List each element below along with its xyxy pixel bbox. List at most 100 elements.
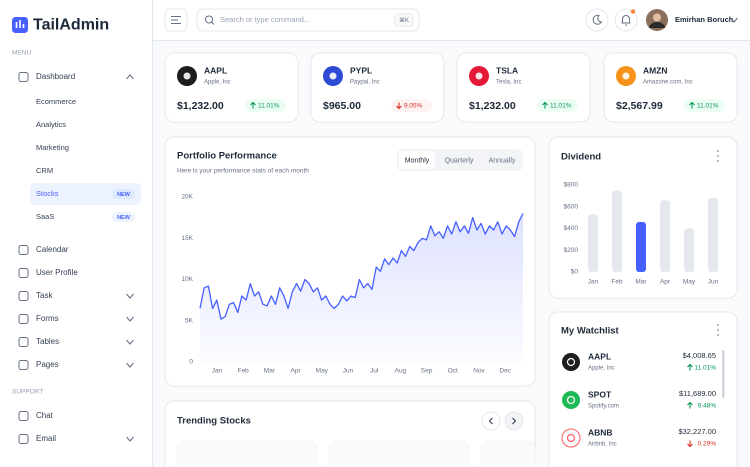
nav-subitem[interactable]: Analytics	[36, 120, 66, 129]
y-tick-label: 5K	[185, 317, 194, 324]
nav-item[interactable]: User Profile	[36, 268, 78, 277]
more-dot	[717, 334, 719, 336]
more-dot	[717, 324, 719, 326]
x-tick-label: Feb	[238, 368, 250, 375]
nav-subitem[interactable]: Ecommerce	[36, 97, 76, 106]
x-tick-label: Mar	[635, 279, 647, 286]
nav-subitem[interactable]: Stocks	[36, 189, 59, 198]
tab[interactable]: Annually	[489, 157, 516, 164]
nav-item[interactable]: Pages	[36, 360, 59, 369]
x-tick-label: Jan	[588, 279, 599, 286]
avatar-face	[653, 13, 661, 22]
nav-item[interactable]: Tables	[36, 337, 59, 346]
nav-item[interactable]: Email	[36, 434, 56, 443]
stock-symbol: AAPL	[588, 351, 611, 361]
moon-icon	[592, 14, 603, 25]
stock-price: $1,232.00	[469, 100, 516, 112]
bar	[684, 228, 694, 272]
nav-item[interactable]: Calendar	[36, 245, 69, 254]
card-subtitle: Here is your performance stats of each m…	[177, 168, 309, 175]
card-title: My Watchlist	[561, 326, 620, 337]
change-badge	[684, 99, 725, 112]
bar	[660, 200, 670, 272]
x-tick-label: Apr	[291, 368, 302, 375]
prev-button[interactable]	[481, 411, 501, 431]
x-tick-label: Feb	[611, 279, 623, 286]
card-title: Trending Stocks	[177, 416, 251, 427]
stock-logo	[562, 391, 580, 409]
stock-name: Spotify.com	[588, 404, 619, 410]
nav-item[interactable]: Chat	[36, 411, 54, 420]
search-placeholder: Search or type command...	[220, 15, 310, 24]
y-tick-label: 0	[189, 359, 193, 366]
change-arrow	[250, 101, 256, 109]
bar	[612, 190, 622, 272]
badge: NEW	[117, 192, 131, 198]
change-badge	[391, 99, 432, 112]
stock-price: $965.00	[323, 100, 361, 112]
search-box[interactable]	[196, 8, 420, 32]
x-tick-label: Jun	[343, 368, 354, 375]
stock-change: 0.29%	[698, 441, 717, 448]
user-name[interactable]: Emirhan Boruch	[675, 15, 734, 24]
stock-change: 9.48%	[698, 403, 717, 410]
trending-item	[480, 440, 536, 467]
trending-item	[176, 440, 318, 467]
shortcut: ⌘K	[399, 17, 409, 24]
tab[interactable]: Monthly	[405, 157, 430, 164]
theme-toggle[interactable]	[585, 8, 609, 32]
shortcut-bg	[394, 13, 414, 27]
nav-icon	[18, 268, 29, 278]
stock-symbol: TSLA	[496, 65, 518, 75]
avatar-body	[649, 22, 665, 28]
nav-subitem[interactable]: CRM	[36, 166, 53, 175]
next-button[interactable]	[504, 411, 524, 431]
search-icon-handle	[211, 21, 215, 25]
stock-logo-mark	[566, 433, 576, 443]
nav-icon	[18, 337, 29, 347]
stock-change: 11.01%	[258, 103, 280, 110]
stock-name: Airbnb, Inc	[588, 442, 617, 448]
area	[200, 213, 523, 362]
x-tick-label: Mar	[264, 368, 276, 375]
nav-item[interactable]: Forms	[36, 314, 59, 323]
search-icon	[205, 15, 213, 24]
stock-logo-mark	[566, 395, 576, 405]
stock-change: 11.01%	[694, 365, 716, 372]
notification-dot	[630, 9, 636, 14]
line	[199, 213, 524, 320]
more-dot	[717, 150, 719, 152]
stock-change: 11.01%	[697, 103, 719, 110]
stock-symbol: PYPL	[350, 65, 372, 75]
y-tick-label: 15K	[181, 235, 193, 242]
nav-subitem[interactable]: Marketing	[36, 143, 69, 152]
nav-subitem[interactable]: SaaS	[36, 212, 54, 221]
x-tick-label: Oct	[448, 368, 458, 375]
nav-item[interactable]: Task	[36, 291, 53, 300]
chevron	[126, 74, 134, 80]
brand: TailAdmin	[33, 17, 109, 34]
bell-icon	[621, 15, 631, 26]
x-tick-label: Aug	[395, 368, 407, 375]
y-tick-label: $600	[564, 203, 579, 210]
tab[interactable]: Quarterly	[445, 157, 474, 164]
notifications[interactable]	[614, 8, 638, 32]
nav-icon	[18, 291, 29, 301]
more-dot	[717, 329, 719, 331]
watchlist-card	[548, 311, 738, 467]
stock-name: Apple, Inc	[588, 366, 615, 372]
change-arrow	[687, 363, 693, 371]
stock-symbol: AMZN	[643, 65, 668, 75]
y-tick-label: $800	[564, 182, 579, 189]
change-arrow	[687, 401, 693, 409]
change-arrow	[396, 102, 402, 110]
y-tick-label: 10K	[181, 276, 193, 283]
bar	[588, 214, 598, 272]
stock-name: Apple, Inc	[204, 80, 231, 86]
stock-logo-mark	[329, 72, 337, 80]
y-tick-label: $200	[564, 247, 579, 254]
x-tick-label: Sep	[421, 368, 433, 375]
badge: NEW	[117, 215, 131, 221]
stock-logo-mark	[183, 72, 191, 80]
nav-item[interactable]: Dashboard	[36, 72, 75, 81]
